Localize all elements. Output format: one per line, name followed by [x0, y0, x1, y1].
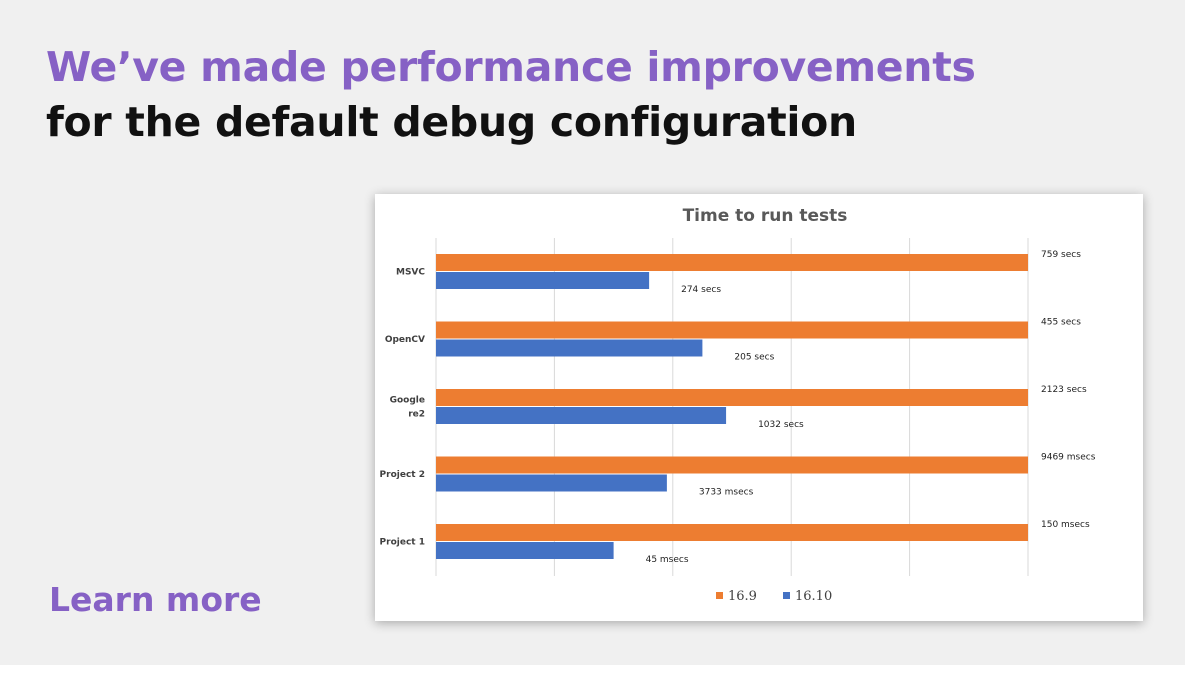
legend-label: 16.10	[795, 589, 832, 604]
category-label: Google re2	[390, 396, 425, 420]
bar-16-10	[436, 407, 727, 424]
data-label: 205 secs	[734, 353, 774, 363]
data-label: 274 secs	[681, 285, 721, 295]
headline-accent: We’ve made performance improvements	[46, 43, 976, 91]
bar-16-9	[436, 456, 1028, 474]
bar-16-10	[436, 474, 667, 492]
slide: We’ve made performance improvements for …	[0, 0, 1185, 665]
data-label: 9469 msecs	[1041, 453, 1096, 463]
chart-labels: MSVC 759 secs 274 secs OpenCV 455 secs 205 se…	[380, 250, 1096, 565]
chart-bars	[436, 254, 1028, 559]
bar-16-9	[436, 389, 1028, 406]
data-label: 455 secs	[1041, 318, 1081, 328]
category-label-line: Project 2	[380, 470, 425, 480]
data-label: 2123 secs	[1041, 385, 1087, 395]
learn-more-link[interactable]: Learn more	[49, 580, 262, 619]
bar-16-10	[436, 339, 703, 357]
data-label: 45 msecs	[646, 555, 689, 565]
chart-title: Time to run tests	[683, 206, 848, 226]
bar-16-10	[436, 272, 650, 289]
legend-swatch	[783, 592, 790, 599]
bar-16-9	[436, 321, 1028, 339]
chart-legend: 16.9 16.10	[716, 589, 832, 604]
category-label: MSVC	[396, 268, 425, 278]
data-label: 1032 secs	[758, 420, 804, 430]
bar-16-10	[436, 542, 614, 559]
headline-rest: for the default debug configuration	[46, 98, 857, 146]
bar-chart: Time to run tests MSVC 759 secs 274 secs Op…	[380, 206, 1096, 604]
data-label: 759 secs	[1041, 250, 1081, 260]
category-label-line: re2	[408, 410, 425, 420]
category-label-line: MSVC	[396, 268, 425, 278]
chart-card: Time to run tests MSVC 759 secs 274 secs Op…	[375, 194, 1143, 621]
headline: We’ve made performance improvements for …	[46, 40, 1046, 150]
category-label-line: OpenCV	[385, 335, 425, 345]
bar-16-9	[436, 254, 1028, 271]
category-label: Project 1	[380, 538, 425, 548]
category-label-line: Google	[390, 396, 425, 406]
data-label: 3733 msecs	[699, 488, 754, 498]
data-label: 150 msecs	[1041, 520, 1090, 530]
category-label: Project 2	[380, 470, 425, 480]
category-label-line: Project 1	[380, 538, 425, 548]
legend-label: 16.9	[728, 589, 757, 604]
legend-swatch	[716, 592, 723, 599]
category-label: OpenCV	[385, 335, 425, 345]
bar-16-9	[436, 524, 1028, 541]
